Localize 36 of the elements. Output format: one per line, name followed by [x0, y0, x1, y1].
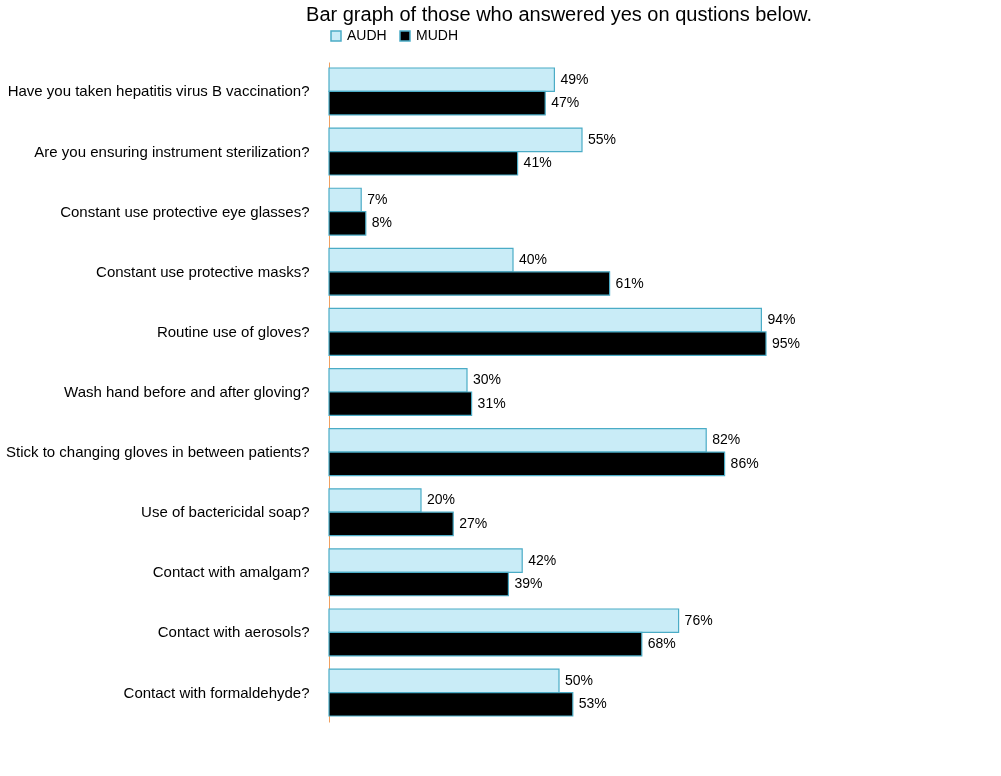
- y-tick-label: Routine use of gloves?: [156, 322, 310, 340]
- data-label: 55%: [588, 130, 617, 147]
- y-tick-label: Contact with amalgam?: [152, 563, 310, 581]
- legend-label: AUDH: [347, 27, 387, 43]
- data-label: 42%: [528, 551, 557, 568]
- data-label: 41%: [523, 154, 552, 171]
- data-label: 95%: [772, 334, 801, 351]
- data-label: 47%: [551, 94, 580, 111]
- data-label: 86%: [730, 454, 759, 471]
- data-label: 94%: [767, 311, 796, 328]
- data-label: 68%: [647, 635, 676, 652]
- data-label: 7%: [367, 190, 388, 207]
- y-tick-label: Are you ensuring instrument sterilization?: [34, 142, 310, 160]
- y-tick-label: Constant use protective masks?: [96, 262, 310, 280]
- data-label: 50%: [565, 671, 594, 688]
- y-tick-label: Contact with aerosols?: [157, 623, 310, 641]
- data-label: 53%: [578, 695, 607, 712]
- y-tick-label: Stick to changing gloves in between patients?: [5, 443, 310, 461]
- data-label: 39%: [514, 575, 543, 592]
- y-tick-label: Contact with formaldehyde?: [123, 683, 310, 701]
- data-label: 20%: [427, 491, 456, 508]
- legend-label: MUDH: [416, 27, 458, 43]
- data-label: 40%: [519, 251, 548, 268]
- chart-title: Bar graph of those who answered yes on qustions below.: [306, 3, 812, 25]
- y-tick-label: Have you taken hepatitis virus B vaccination?: [7, 82, 310, 100]
- y-tick-label: Wash hand before and after gloving?: [64, 383, 310, 400]
- data-label: 30%: [473, 371, 502, 388]
- data-label: 8%: [371, 214, 393, 231]
- data-label: 27%: [459, 514, 488, 531]
- data-label: 76%: [684, 611, 713, 628]
- y-tick-label: Use of bactericidal soap?: [141, 503, 310, 521]
- data-label: 61%: [615, 274, 644, 291]
- data-label: 49%: [560, 70, 589, 87]
- data-label: 31%: [477, 394, 506, 411]
- y-tick-label: Constant use protective eye glasses?: [60, 202, 310, 220]
- data-label: 82%: [712, 431, 741, 448]
